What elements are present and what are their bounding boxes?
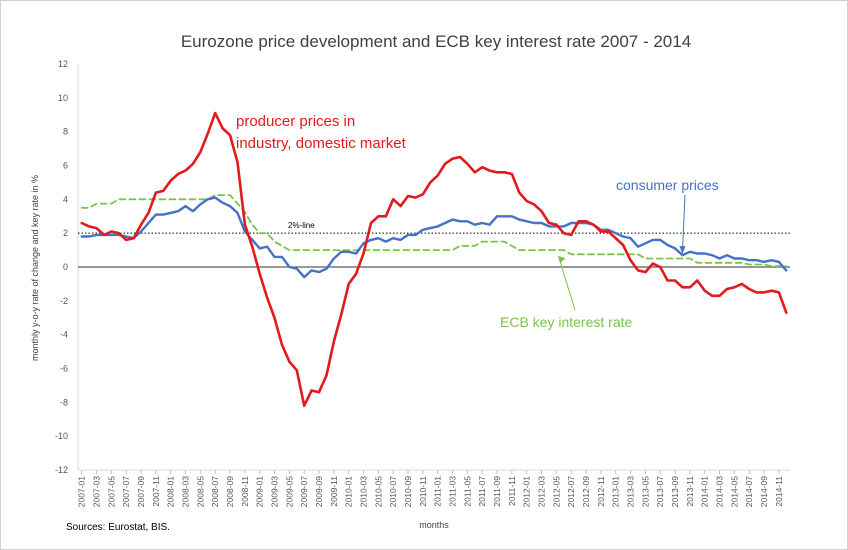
- x-tick-label: 2008-05: [195, 476, 205, 507]
- y-tick-label: -12: [55, 465, 68, 475]
- series-line-producer-prices-in-industry-domestic-market: [80, 111, 788, 408]
- consumer-arrow-head: [679, 246, 686, 255]
- x-tick-label: 2014-03: [715, 476, 725, 507]
- x-tick-label: 2007-11: [151, 476, 161, 507]
- y-tick-label: -4: [60, 330, 68, 340]
- x-tick-label: 2009-07: [299, 476, 309, 507]
- x-tick-label: 2008-07: [210, 476, 220, 507]
- series-line-consumer-prices: [80, 196, 788, 279]
- x-tick-label: 2012-11: [596, 476, 606, 507]
- x-tick-label: 2010-07: [388, 476, 398, 507]
- x-tick-label: 2010-01: [344, 476, 354, 507]
- x-tick-label: 2011-11: [507, 476, 517, 506]
- series-group: [80, 111, 788, 408]
- x-tick-label: 2009-03: [270, 476, 280, 507]
- producer-prices-label-line2: industry, domestic market: [236, 135, 407, 152]
- x-tick-label: 2013-01: [611, 476, 621, 507]
- x-tick-label: 2007-05: [106, 476, 116, 507]
- x-tick-label: 2010-09: [403, 476, 413, 507]
- x-tick-label: 2014-11: [774, 476, 784, 507]
- x-tick-label: 2007-07: [121, 476, 131, 507]
- y-tick-label: 8: [63, 127, 68, 137]
- y-tick-label: 10: [58, 93, 68, 103]
- x-tick-label: 2011-03: [448, 476, 458, 507]
- y-tick-label: 0: [63, 262, 68, 272]
- x-tick-label: 2008-09: [225, 476, 235, 507]
- ecb-arrow-line: [557, 255, 576, 311]
- x-tick-label: 2010-05: [373, 476, 383, 507]
- producer-prices-label-line1: producer prices in: [236, 113, 355, 130]
- x-tick-label: 2010-03: [359, 476, 369, 507]
- x-tick-label: 2014-09: [759, 476, 769, 507]
- y-tick-label: 12: [58, 59, 68, 69]
- x-tick-label: 2013-07: [655, 476, 665, 507]
- x-tick-label: 2014-01: [700, 476, 710, 507]
- y-tick-label: 2: [63, 228, 68, 238]
- y-axis-ticks: 12 10 8 6 4 2 0 -2 -4 -6 -8 -10 -12: [55, 59, 68, 475]
- x-tick-label: 2010-11: [418, 476, 428, 507]
- x-tick-label: 2009-05: [284, 476, 294, 507]
- x-tick-label: 2012-03: [537, 476, 547, 507]
- x-tick-label: 2011-05: [462, 476, 472, 507]
- x-tick-label: 2007-03: [92, 476, 102, 507]
- consumer-arrow-line: [681, 194, 686, 252]
- x-tick-label: 2007-01: [77, 476, 87, 507]
- y-axis-title: monthly y-o-y rate of change and key rat…: [30, 175, 40, 361]
- x-tick-label: 2009-01: [255, 476, 265, 507]
- x-tick-label: 2009-09: [314, 476, 324, 507]
- x-tick-label: 2008-01: [166, 476, 176, 507]
- x-tick-label: 2012-05: [551, 476, 561, 507]
- x-axis-ticks: 2007-01 2007-03 2007-05 2007-07 2007-09 2007-…: [77, 470, 784, 507]
- y-tick-label: -6: [60, 364, 68, 374]
- y-tick-label: -10: [55, 431, 68, 441]
- ecb-arrow-head: [558, 256, 566, 264]
- x-tick-label: 2014-07: [744, 476, 754, 507]
- x-axis-title: months: [419, 520, 449, 530]
- y-tick-label: 4: [63, 194, 68, 204]
- two-percent-line-label: 2%-line: [288, 221, 315, 230]
- ecb-rate-label: ECB key interest rate: [500, 314, 632, 330]
- annotations: producer prices in industry, domestic ma…: [236, 113, 719, 330]
- source-note: Sources: Eurostat, BIS.: [66, 522, 170, 533]
- x-tick-label: 2013-09: [670, 476, 680, 507]
- x-tick-label: 2012-09: [581, 476, 591, 507]
- x-tick-label: 2011-07: [477, 476, 487, 507]
- y-tick-label: 6: [63, 161, 68, 171]
- x-tick-label: 2008-03: [181, 476, 191, 507]
- x-tick-label: 2013-05: [640, 476, 650, 507]
- series-line-ecb-key-interest-rate: [80, 194, 788, 268]
- x-tick-label: 2014-05: [729, 476, 739, 507]
- y-tick-label: -2: [60, 296, 68, 306]
- x-tick-label: 2013-03: [626, 476, 636, 507]
- consumer-prices-label: consumer prices: [616, 177, 719, 193]
- x-tick-label: 2007-09: [136, 476, 146, 507]
- y-tick-label: -8: [60, 397, 68, 407]
- x-tick-label: 2012-07: [566, 476, 576, 507]
- x-tick-label: 2008-11: [240, 476, 250, 507]
- x-tick-label: 2013-11: [685, 476, 695, 507]
- chart-title: Eurozone price development and ECB key i…: [181, 32, 691, 51]
- x-tick-label: 2011-01: [433, 476, 443, 507]
- axes: [77, 64, 790, 471]
- x-tick-label: 2011-09: [492, 476, 502, 507]
- x-tick-label: 2012-01: [522, 476, 532, 507]
- x-tick-label: 2009-11: [329, 476, 339, 507]
